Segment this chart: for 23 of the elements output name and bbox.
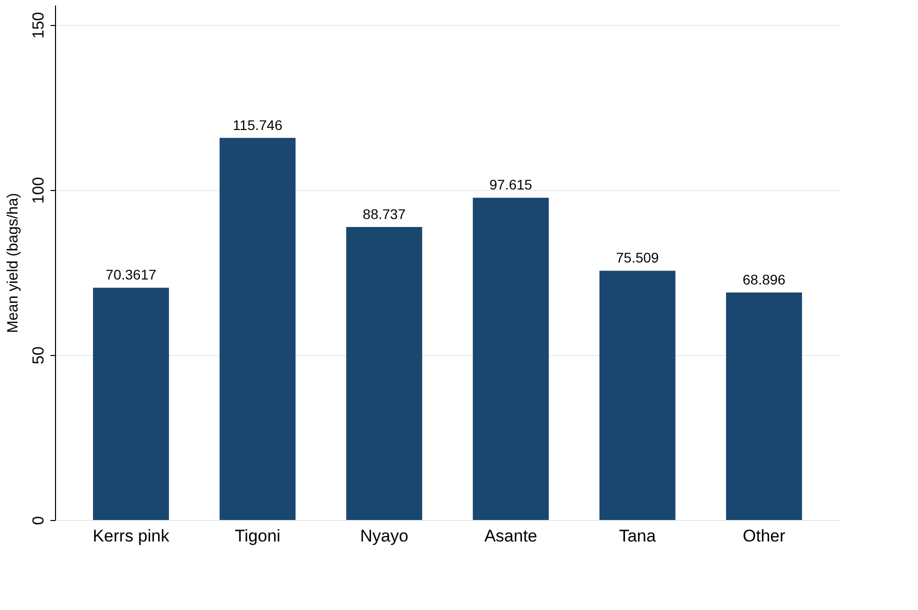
bar [599,270,676,520]
bar [346,227,422,520]
x-tick-label: Tigoni [234,526,280,546]
x-tick-label: Kerrs pink [92,526,170,546]
x-tick-label: Other [742,526,786,546]
data-label: 75.509 [616,250,660,266]
x-tick-label: Asante [484,526,538,546]
y-tick-label: 50 [30,346,48,364]
y-tick-label: 0 [30,516,48,525]
data-label: 115.746 [232,116,283,133]
data-label: 88.737 [362,206,406,222]
data-label: 68.896 [742,272,786,288]
bar [92,288,169,520]
y-tick-label: 100 [30,176,48,204]
bar [220,138,296,520]
x-tick-label: Tana [618,526,656,546]
y-tick-label: 150 [30,12,48,39]
x-tick-label: Nyayo [360,526,408,546]
bar [472,198,549,520]
bar [726,292,802,520]
y-axis-title: Mean yield (bags/ha) [4,192,22,334]
data-label: 70.3617 [106,266,156,283]
data-label: 97.615 [489,176,532,193]
